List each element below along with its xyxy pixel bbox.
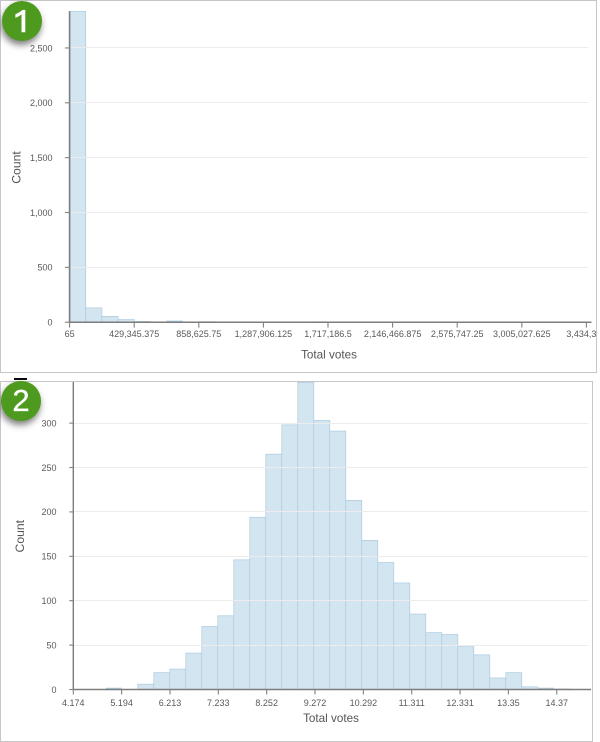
svg-text:Total votes: Total votes [303, 711, 359, 724]
svg-text:12.331: 12.331 [446, 698, 474, 708]
svg-text:0: 0 [47, 318, 52, 328]
svg-text:Total votes: Total votes [301, 348, 357, 361]
svg-text:50: 50 [46, 640, 56, 650]
svg-text:429,345.375: 429,345.375 [109, 329, 159, 339]
svg-text:5.194: 5.194 [110, 698, 133, 708]
svg-text:150: 150 [41, 551, 56, 561]
svg-text:2,500: 2,500 [30, 43, 53, 53]
svg-text:2,575,747.25: 2,575,747.25 [431, 329, 484, 339]
svg-text:1,500: 1,500 [30, 153, 53, 163]
svg-text:6.213: 6.213 [159, 698, 182, 708]
svg-text:9.272: 9.272 [304, 698, 327, 708]
svg-text:1,287,906.125: 1,287,906.125 [235, 329, 293, 339]
svg-text:0: 0 [51, 684, 56, 694]
svg-text:10.292: 10.292 [350, 698, 378, 708]
svg-text:2,146,466.875: 2,146,466.875 [364, 329, 422, 339]
svg-text:1,000: 1,000 [30, 208, 53, 218]
svg-text:4.174: 4.174 [62, 698, 85, 708]
svg-text:200: 200 [41, 507, 56, 517]
svg-text:2,000: 2,000 [30, 98, 53, 108]
svg-text:1,717,186.5: 1,717,186.5 [304, 329, 352, 339]
svg-text:7.233: 7.233 [207, 698, 230, 708]
svg-text:13.35: 13.35 [497, 698, 520, 708]
svg-text:3,434,308: 3,434,308 [566, 329, 596, 339]
svg-text:100: 100 [41, 596, 56, 606]
svg-text:11.311: 11.311 [399, 698, 425, 708]
svg-text:300: 300 [41, 418, 56, 428]
svg-text:8.252: 8.252 [255, 698, 278, 708]
svg-text:858,625.75: 858,625.75 [176, 329, 221, 339]
svg-text:14.37: 14.37 [546, 698, 569, 708]
svg-text:Count: Count [13, 519, 27, 552]
svg-text:250: 250 [41, 462, 56, 472]
svg-text:3,005,027.625: 3,005,027.625 [493, 329, 551, 339]
svg-text:65: 65 [65, 329, 75, 339]
svg-text:Count: Count [10, 151, 24, 184]
svg-text:500: 500 [37, 263, 52, 273]
